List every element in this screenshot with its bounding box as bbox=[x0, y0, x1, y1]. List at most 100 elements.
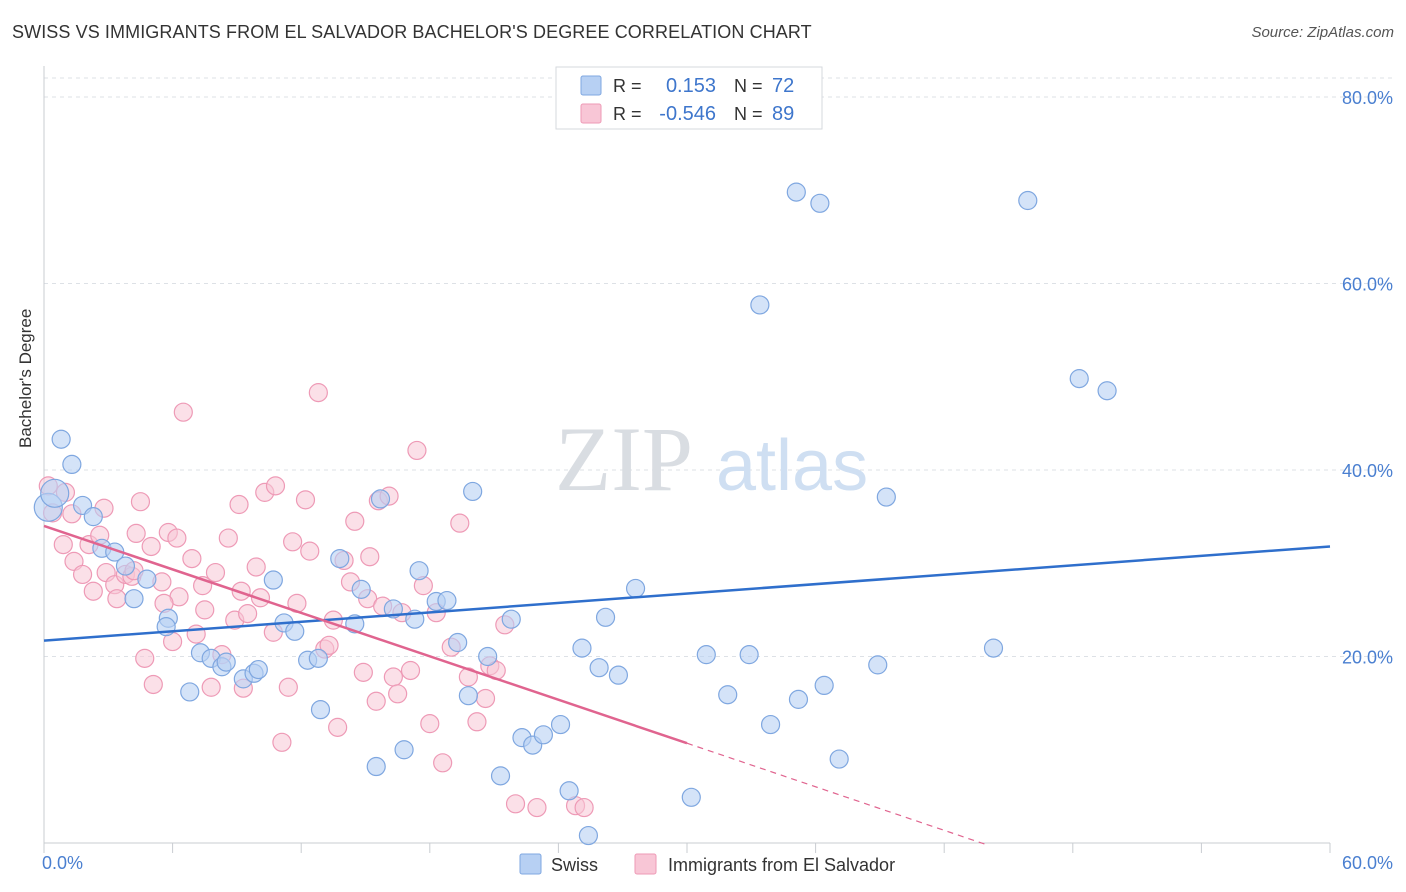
data-point-salvador bbox=[130, 492, 151, 512]
data-point-swiss bbox=[718, 685, 738, 705]
data-point-salvador bbox=[308, 383, 328, 403]
data-point-swiss bbox=[437, 590, 457, 611]
axes bbox=[43, 66, 1331, 853]
legend-r-value-swiss: 0.153 bbox=[666, 75, 716, 97]
data-point-swiss bbox=[750, 295, 770, 315]
data-point-swiss bbox=[409, 561, 429, 581]
legend-bottom: Swiss Immigrants from El Salvador bbox=[519, 853, 895, 875]
data-point-salvador bbox=[467, 712, 487, 732]
data-point-swiss bbox=[330, 548, 350, 569]
data-point-swiss bbox=[394, 740, 414, 760]
data-point-salvador bbox=[450, 513, 470, 533]
y-tick-label: 80.0% bbox=[1342, 88, 1393, 108]
data-point-swiss bbox=[370, 489, 391, 509]
data-point-swiss bbox=[625, 578, 646, 599]
y-tick-label: 40.0% bbox=[1342, 461, 1393, 481]
legend-n-label-salvador: N = bbox=[734, 104, 763, 124]
data-point-swiss bbox=[572, 638, 592, 658]
data-point-salvador bbox=[229, 494, 249, 515]
legend-bottom-label-salvador: Immigrants from El Salvador bbox=[668, 855, 895, 875]
data-point-salvador bbox=[407, 440, 427, 461]
data-point-swiss bbox=[285, 621, 305, 641]
data-point-salvador bbox=[143, 674, 163, 695]
data-point-salvador bbox=[388, 684, 408, 704]
data-point-salvador bbox=[505, 794, 526, 814]
data-point-salvador bbox=[83, 581, 103, 601]
data-point-salvador bbox=[527, 797, 547, 818]
data-point-swiss bbox=[366, 756, 386, 777]
data-point-salvador bbox=[400, 660, 421, 681]
data-point-swiss bbox=[137, 569, 157, 589]
source-label: Source: ZipAtlas.com bbox=[1251, 24, 1394, 41]
data-point-swiss bbox=[608, 665, 629, 685]
data-point-salvador bbox=[383, 667, 403, 687]
trend-line-salvador-extension bbox=[686, 742, 988, 846]
data-point-salvador bbox=[201, 677, 221, 697]
data-point-salvador bbox=[295, 490, 316, 510]
data-point-salvador bbox=[141, 536, 161, 557]
data-point-swiss bbox=[559, 781, 579, 801]
data-point-swiss bbox=[448, 632, 468, 653]
data-point-salvador bbox=[218, 528, 238, 548]
tick-labels: 20.0% 40.0% 60.0% 80.0% 0.0% 60.0% bbox=[42, 88, 1393, 873]
data-point-swiss bbox=[681, 787, 701, 807]
data-point-salvador bbox=[53, 534, 73, 555]
legend-swatch-swiss bbox=[580, 75, 602, 96]
legend-bottom-swatch-swiss bbox=[519, 853, 542, 875]
data-point-swiss bbox=[868, 655, 888, 675]
data-point-salvador bbox=[283, 532, 303, 552]
data-point-salvador bbox=[135, 648, 155, 668]
data-point-salvador bbox=[195, 600, 215, 620]
data-point-salvador bbox=[345, 511, 365, 531]
data-point-salvador bbox=[265, 476, 286, 496]
data-point-salvador bbox=[353, 662, 373, 682]
data-point-salvador bbox=[574, 797, 594, 818]
legend-top: R = 0.153 N = 72 R = -0.546 N = 89 bbox=[555, 66, 823, 130]
series-swiss-points bbox=[33, 182, 1117, 846]
data-point-swiss bbox=[310, 700, 331, 720]
data-point-swiss bbox=[115, 556, 136, 576]
data-point-salvador bbox=[328, 717, 348, 737]
data-point-salvador bbox=[107, 589, 127, 609]
data-point-swiss bbox=[983, 638, 1004, 658]
data-point-swiss bbox=[124, 589, 144, 609]
data-point-salvador bbox=[182, 548, 202, 569]
legend-r-label-swiss: R = bbox=[613, 76, 642, 96]
data-point-salvador bbox=[173, 402, 193, 422]
trend-lines bbox=[43, 524, 1331, 846]
data-point-swiss bbox=[550, 714, 571, 735]
x-tick-label: 60.0% bbox=[1342, 853, 1393, 873]
data-point-swiss bbox=[696, 645, 716, 665]
data-point-salvador bbox=[366, 691, 386, 711]
data-point-salvador bbox=[300, 541, 320, 561]
data-point-salvador bbox=[319, 635, 339, 655]
data-point-swiss bbox=[216, 652, 236, 672]
data-point-swiss bbox=[1069, 369, 1089, 389]
data-point-swiss bbox=[180, 682, 200, 702]
data-point-swiss bbox=[478, 646, 498, 667]
data-point-salvador bbox=[205, 562, 226, 583]
data-point-swiss bbox=[1097, 381, 1117, 401]
data-point-swiss bbox=[814, 675, 834, 696]
data-point-salvador bbox=[167, 528, 187, 548]
data-point-swiss bbox=[595, 607, 616, 627]
data-point-salvador bbox=[458, 667, 478, 687]
legend-r-value-salvador: -0.546 bbox=[659, 103, 716, 125]
data-point-salvador bbox=[420, 714, 440, 734]
data-point-salvador bbox=[72, 564, 93, 585]
data-point-swiss bbox=[490, 766, 511, 786]
trend-line-swiss bbox=[43, 545, 1331, 642]
data-point-salvador bbox=[246, 557, 266, 577]
data-point-swiss bbox=[876, 487, 896, 507]
data-point-swiss bbox=[463, 481, 483, 502]
data-point-swiss bbox=[62, 454, 82, 475]
data-point-swiss bbox=[383, 599, 403, 619]
data-point-swiss bbox=[533, 725, 553, 745]
y-tick-label: 60.0% bbox=[1342, 275, 1393, 295]
data-point-salvador bbox=[278, 677, 298, 697]
legend-swatch-salvador bbox=[580, 103, 602, 124]
grid-lines bbox=[44, 77, 1392, 657]
data-point-swiss bbox=[810, 193, 830, 213]
data-point-swiss bbox=[263, 570, 283, 590]
